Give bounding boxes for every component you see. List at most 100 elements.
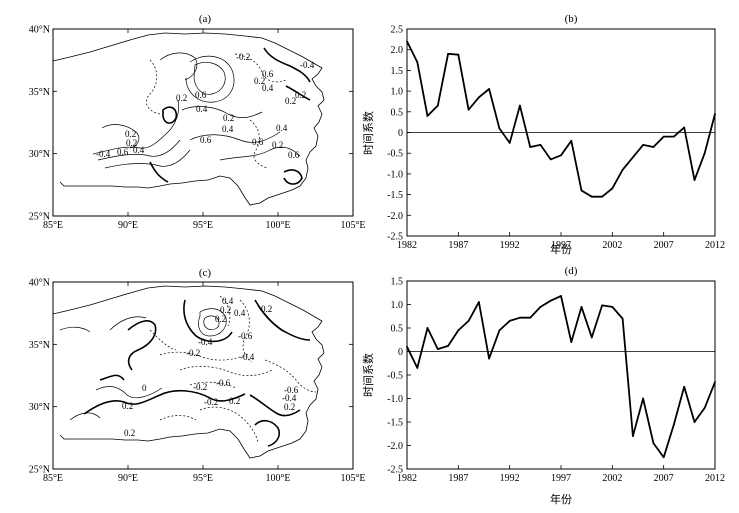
data-point — [467, 108, 470, 111]
data-point — [590, 195, 593, 198]
y-tick-label: -2.0 — [387, 441, 403, 452]
contour-label: 0.4 — [262, 83, 274, 93]
contour-label: 0 — [142, 383, 147, 393]
panel-c-region-outline — [52, 285, 325, 459]
contour-label: -0.6 — [284, 385, 299, 395]
panel-b-axes: 1982 1987 1992 1997 2002 2007 2012 2.5 2.0 1.5 1.0… — [387, 25, 725, 252]
series-line — [406, 295, 716, 459]
data-point — [498, 127, 501, 130]
panel-c-contour-line — [127, 320, 157, 371]
panel-a-contour-line — [101, 124, 140, 149]
panel-a-axes: 85°E 90°E 95°E 100°E 105°E 25°N 30°N 35°N 40°N — [29, 25, 366, 232]
panel-b-series — [406, 40, 716, 198]
contour-label: 0.6 — [288, 150, 300, 160]
contour-label: 0.2 — [254, 76, 265, 86]
data-point — [590, 336, 593, 339]
data-point — [570, 139, 573, 142]
panel-c-contour-line — [69, 412, 101, 421]
x-tick-label: 1982 — [397, 473, 417, 484]
contour-label: -0.6 — [238, 331, 253, 341]
data-point — [683, 385, 686, 388]
x-tick-label: 100°E — [265, 473, 290, 484]
panel-c-contour-line — [219, 295, 231, 327]
x-tick-label: 2012 — [705, 240, 725, 251]
contour-label: 0.4 — [276, 123, 288, 133]
y-tick-label: 0 — [398, 347, 403, 358]
data-point — [580, 305, 583, 308]
panel-c-contour-line — [179, 366, 273, 376]
data-point — [498, 329, 501, 332]
y-tick-label: 30°N — [29, 402, 50, 413]
x-tick-label: 105°E — [340, 473, 365, 484]
data-point — [560, 154, 562, 157]
y-tick-label: 0.5 — [391, 324, 404, 335]
panel-a: (a) 85°E 90°E 95°E 100°E 105°E 25°N 30°N 35°N 40… — [29, 13, 366, 231]
contour-label: -0.2 — [236, 52, 250, 62]
data-point — [549, 158, 552, 161]
panel-d-label: (d) — [565, 265, 578, 277]
panel-a-frame — [52, 28, 354, 217]
y-tick-label: 2.0 — [391, 45, 404, 56]
x-tick-label: 90°E — [118, 473, 138, 484]
y-tick-label: 30°N — [29, 149, 50, 160]
panel-c-contour-line — [149, 329, 177, 351]
y-tick-label: -2.5 — [387, 465, 403, 476]
y-tick-label: -1.5 — [387, 418, 403, 429]
data-point — [488, 357, 491, 360]
panel-c: (c) 85°E 90°E 95°E 100°E 105°E 25°N 30°N 35°N 40… — [29, 267, 366, 484]
panel-a-region-outline — [52, 32, 325, 206]
y-tick-label: 1.0 — [391, 300, 404, 311]
contour-label: 0.2 — [176, 93, 187, 103]
x-tick-label: 105°E — [340, 220, 365, 231]
data-point — [621, 168, 624, 171]
data-point — [539, 305, 542, 308]
panel-a-contour-line — [92, 99, 180, 155]
x-tick-label: 95°E — [193, 220, 213, 231]
contour-label: 0.6 — [252, 137, 264, 147]
panel-c-contour-line — [199, 406, 259, 443]
y-tick-label: -1.0 — [387, 169, 403, 180]
panel-a-contour-line — [285, 85, 311, 101]
panel-d: (d) 1982 1987 1992 1997 2002 2007 2012 1.5 1.0 0.… — [362, 265, 725, 506]
data-point — [447, 344, 449, 347]
data-point — [703, 407, 706, 409]
y-tick-label: -1.5 — [387, 190, 403, 201]
contour-label: 0.2 — [295, 90, 306, 100]
panel-c-contour-line — [183, 299, 233, 343]
data-point — [652, 442, 655, 445]
panel-a-contour-labels: -0.2 -0.4 0.2 0.6 0.4 0.2 0.4 0.2 0.2 0.… — [96, 52, 315, 160]
contour-label: 0.6 — [195, 90, 207, 100]
panel-c-contour-line — [198, 308, 227, 337]
y-tick-label: 25°N — [29, 465, 50, 476]
data-point — [631, 435, 634, 437]
panel-d-xlabel: 年份 — [550, 492, 572, 506]
contour-label: 0.2 — [125, 129, 136, 139]
y-tick-label: 35°N — [29, 87, 50, 98]
contour-label: 0.4 — [133, 145, 145, 155]
contour-label: -0.6 — [216, 378, 231, 388]
panel-a-contour-line — [162, 106, 178, 124]
panel-c-contour-line — [257, 305, 285, 333]
contour-label: 0.2 — [272, 140, 283, 150]
data-point — [673, 423, 675, 426]
x-tick-label: 1997 — [551, 473, 571, 484]
panel-a-contour-line — [181, 106, 263, 118]
data-point — [426, 327, 429, 329]
x-tick-label: 1997 — [551, 240, 571, 251]
panel-a-contour-line — [249, 119, 269, 169]
x-tick-label: 85°E — [43, 220, 63, 231]
panel-c-contours — [59, 295, 317, 447]
data-point — [508, 320, 511, 322]
contour-label: -0.2 — [193, 382, 207, 392]
panel-c-contour-line — [83, 389, 246, 415]
x-tick-label: 85°E — [43, 473, 63, 484]
panel-b-xlabel: 年份 — [550, 242, 572, 256]
contour-label: -0.4 — [198, 337, 213, 347]
contour-label: 0.6 — [200, 135, 212, 145]
panel-c-contour-line — [95, 386, 163, 399]
data-point — [416, 367, 419, 369]
panel-b-ylabel: 时间系数 — [362, 111, 375, 155]
series-line — [406, 40, 716, 198]
y-tick-label: 2.5 — [391, 25, 404, 36]
